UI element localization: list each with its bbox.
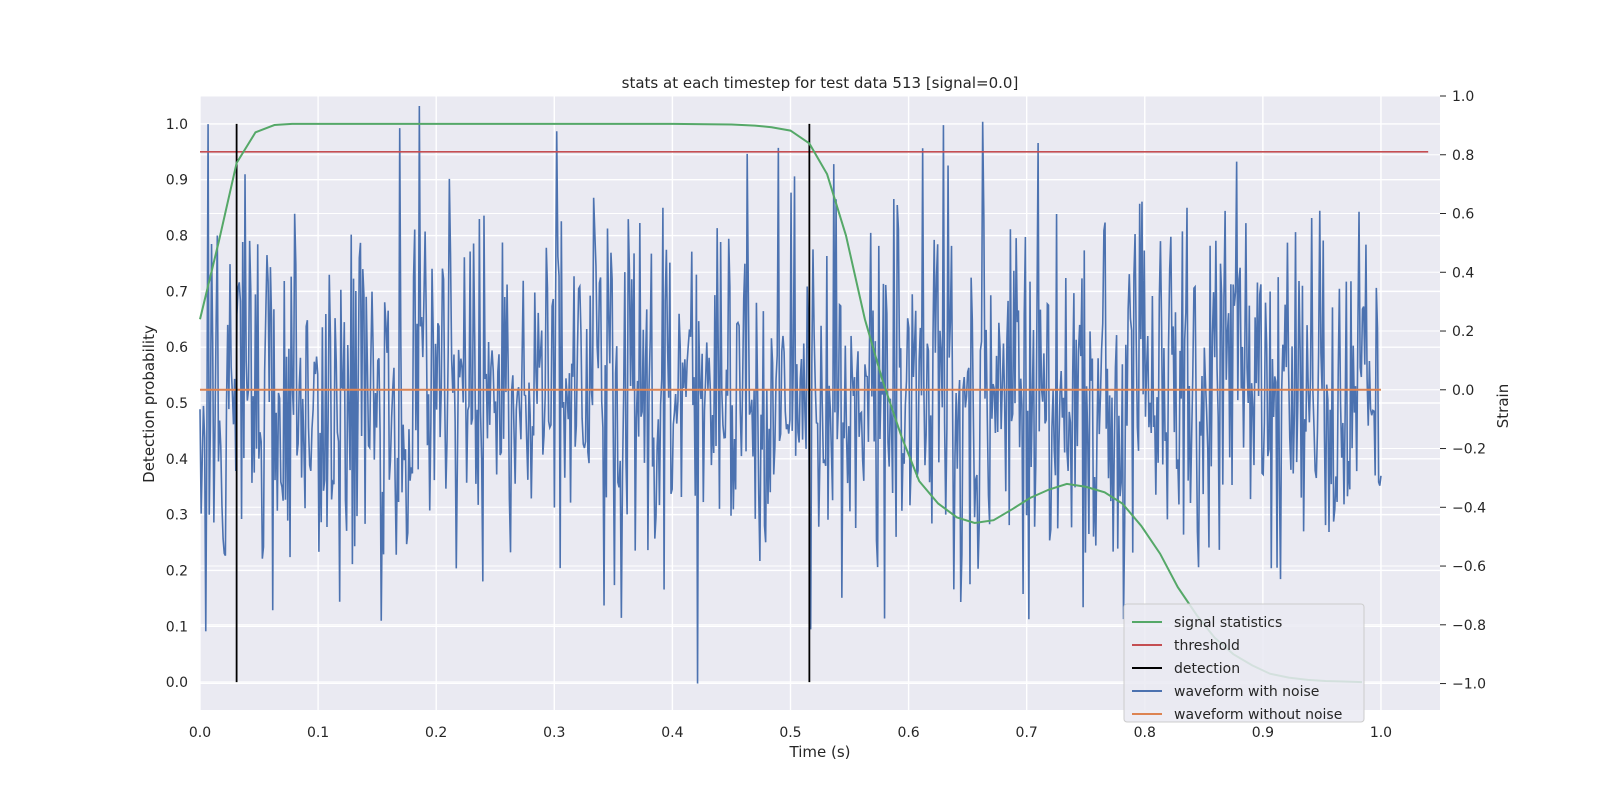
y-tick-label: 0.3 bbox=[166, 508, 188, 524]
series-waveform-with-noise bbox=[199, 105, 1382, 684]
y2-tick-label: −0.6 bbox=[1452, 559, 1486, 575]
y-axis-right: −1.0 −0.8 −0.6 −0.4 −0.2 0.0 0.2 0.4 0.6 0.8 1.0 bbox=[1440, 89, 1486, 693]
y-axis-left: 0.0 0.1 0.2 0.3 0.4 0.5 0.6 0.7 0.8 0.9 1.0 bbox=[166, 117, 188, 691]
legend-label: threshold bbox=[1174, 638, 1240, 654]
x-tick-label: 0.9 bbox=[1252, 725, 1274, 741]
x-tick-label: 0.5 bbox=[779, 725, 801, 741]
x-tick-label: 0.0 bbox=[189, 725, 211, 741]
y-tick-label: 0.6 bbox=[166, 340, 188, 356]
x-tick-label: 0.2 bbox=[425, 725, 447, 741]
y-axis-label: Detection probability bbox=[140, 325, 158, 483]
y2-tick-label: −0.8 bbox=[1452, 618, 1486, 634]
y-tick-label: 0.5 bbox=[166, 396, 188, 412]
y2-tick-label: 1.0 bbox=[1452, 89, 1474, 105]
y2-tick-label: 0.2 bbox=[1452, 324, 1474, 340]
y2-tick-label: 0.0 bbox=[1452, 383, 1474, 399]
y-tick-label: 0.1 bbox=[166, 619, 188, 635]
x-axis: 0.0 0.1 0.2 0.3 0.4 0.5 0.6 0.7 0.8 0.9 1.0 bbox=[189, 725, 1392, 741]
y-tick-label: 0.4 bbox=[166, 452, 188, 468]
legend-label: detection bbox=[1174, 661, 1240, 677]
y2-tick-label: −0.2 bbox=[1452, 442, 1486, 458]
x-tick-label: 0.3 bbox=[543, 725, 565, 741]
y-tick-label: 1.0 bbox=[166, 117, 188, 133]
y-tick-label: 0.9 bbox=[166, 173, 188, 189]
x-axis-label: Time (s) bbox=[789, 743, 851, 761]
y2-tick-label: 0.6 bbox=[1452, 207, 1474, 223]
y-tick-label: 0.8 bbox=[166, 229, 188, 245]
legend-label: signal statistics bbox=[1174, 615, 1282, 631]
x-tick-label: 0.8 bbox=[1134, 725, 1156, 741]
x-tick-label: 0.6 bbox=[897, 725, 919, 741]
y-tick-label: 0.7 bbox=[166, 284, 188, 300]
y-tick-label: 0.2 bbox=[166, 563, 188, 579]
legend: signal statistics threshold detection wavef… bbox=[1123, 603, 1365, 723]
legend-box bbox=[1123, 603, 1365, 723]
y2-tick-label: −0.4 bbox=[1452, 500, 1486, 516]
y2-tick-label: 0.8 bbox=[1452, 148, 1474, 164]
y-tick-label: 0.0 bbox=[166, 675, 188, 691]
y2-tick-label: −1.0 bbox=[1452, 677, 1486, 693]
chart-title: stats at each timestep for test data 513… bbox=[622, 74, 1019, 92]
x-tick-label: 0.1 bbox=[307, 725, 329, 741]
y2-tick-label: 0.4 bbox=[1452, 265, 1474, 281]
y2-axis-label: Strain bbox=[1494, 384, 1512, 428]
x-tick-label: 0.4 bbox=[661, 725, 683, 741]
x-tick-label: 1.0 bbox=[1370, 725, 1392, 741]
series-layer bbox=[199, 105, 1429, 684]
x-tick-label: 0.7 bbox=[1016, 725, 1038, 741]
legend-label: waveform with noise bbox=[1174, 684, 1319, 700]
legend-label: waveform without noise bbox=[1174, 707, 1342, 723]
